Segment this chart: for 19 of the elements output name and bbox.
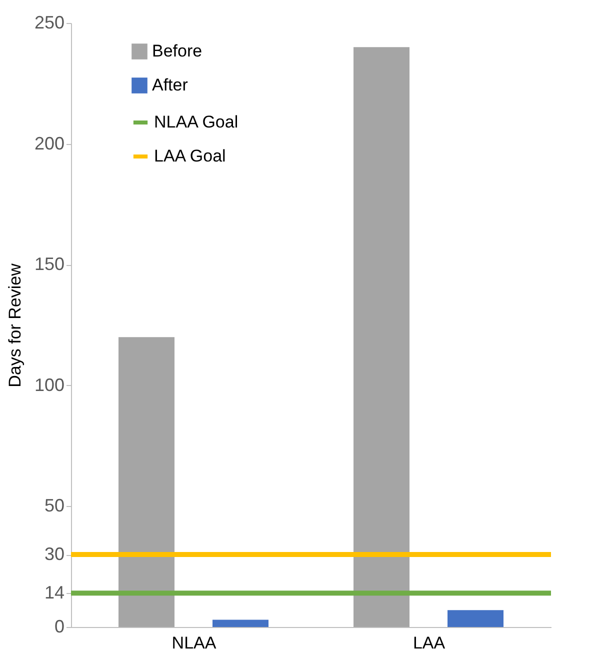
y-tick-label: 250 <box>34 12 64 32</box>
bar <box>118 337 174 627</box>
bar <box>354 47 410 627</box>
bar <box>448 610 504 627</box>
y-tick-label: 0 <box>54 616 64 636</box>
y-axis-title: Days for Review <box>5 262 24 388</box>
y-tick-label: 14 <box>44 582 64 603</box>
y-tick-label: 100 <box>34 374 64 395</box>
x-tick-label: NLAA <box>172 634 217 652</box>
legend-label: LAA Goal <box>154 146 226 166</box>
bar <box>212 620 268 627</box>
legend-label: NLAA Goal <box>154 112 238 132</box>
y-tick-label: 150 <box>34 254 64 274</box>
legend-label: Before <box>152 42 202 60</box>
y-tick-label: 50 <box>44 496 64 516</box>
y-tick-label: 30 <box>44 544 64 564</box>
y-tick-label: 200 <box>34 133 64 154</box>
legend-label: After <box>152 76 188 94</box>
x-tick-label: LAA <box>412 634 446 652</box>
